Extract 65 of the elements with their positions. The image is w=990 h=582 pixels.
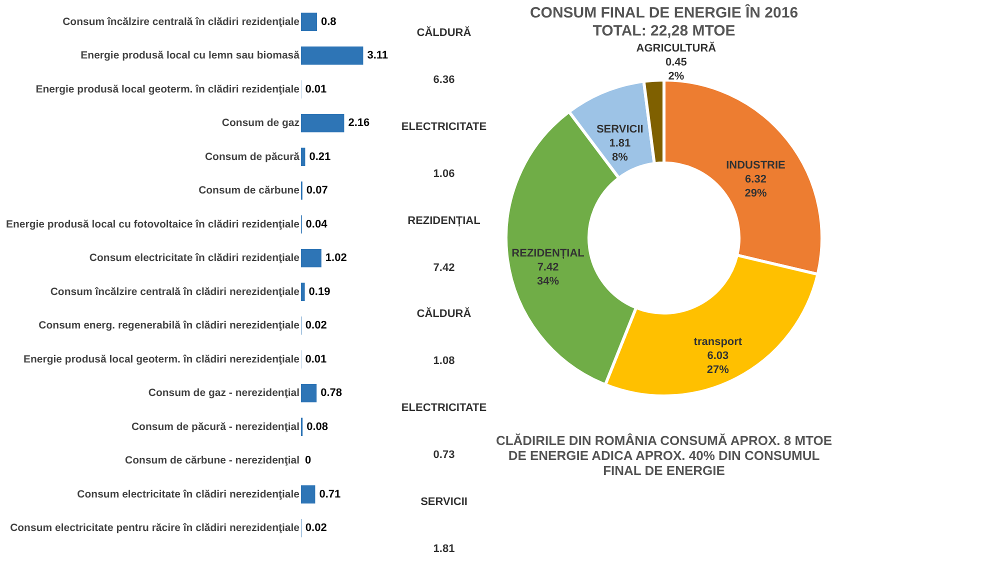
y-tick-label: Consum încălzire centrală în clădiri rezidenţiale — [62, 16, 300, 28]
bar — [301, 12, 317, 31]
slice-label: SERVICII — [596, 124, 644, 136]
y-tick-label: Consum electricitate în clădiri rezidenţiale — [89, 252, 300, 264]
data-label: 0.78 — [320, 387, 342, 400]
text: 1.06 — [432, 168, 456, 180]
data-label: 0.71 — [319, 488, 341, 500]
bar — [301, 249, 322, 268]
bar — [301, 485, 316, 504]
bar — [301, 148, 306, 166]
y-tick-label: Consum de cărbune — [198, 184, 300, 197]
y-tick-label: Consum de gaz - nerezidenţial — [148, 387, 300, 400]
y-tick-label: Consum de cărbune - nerezidenţial — [125, 454, 300, 467]
y-tick-label: Consum de păcură - nerezidenţial — [131, 420, 300, 433]
text: 1.08 — [432, 355, 456, 368]
y-tick-label: Energie produsă local cu lemn sau biomasă — [80, 50, 300, 62]
y-tick-label: Consum electricitate în clădiri nerezidenţiale — [77, 488, 300, 500]
data-label: 7.42 34% — [537, 261, 560, 288]
y-tick-label: Consum de păcură — [204, 150, 300, 163]
slice-label: transport — [694, 336, 742, 348]
data-label: 0.02 — [305, 320, 327, 332]
data-label: 0.01 — [305, 83, 327, 96]
text: REZIDENȚIAL — [406, 214, 482, 227]
data-label: 0.19 — [308, 286, 330, 298]
text: ELECTRICITATE — [400, 402, 488, 414]
text: SERVICII — [420, 496, 468, 508]
y-tick-label: Consum încălzire centrală în clădiri nerezidenţiale — [50, 286, 300, 298]
slice-label: REZIDENȚIAL — [512, 247, 585, 260]
text: 7.42 — [432, 262, 456, 274]
bar — [301, 114, 344, 132]
data-label: 0.01 — [305, 353, 327, 366]
data-label: 0.45 2% — [665, 56, 687, 82]
data-label: 1.02 — [325, 252, 347, 264]
y-tick-label: Consum de gaz — [222, 117, 300, 130]
bar — [301, 384, 317, 402]
y-tick-label: Energie produsă local cu fotovoltaice în clădiri rezidenţiale — [6, 218, 300, 230]
y-tick-label: Consum electricitate pentru răcire în clădiri nerezidenţiale — [10, 522, 300, 534]
text: CLĂDIRILE DIN ROMÂNIA CONSUMĂ APROX. 8 MTOE DE ENERGIE ADICA APROX. 40% DIN CONSUMUL FINAL DE ENERGIE — [494, 433, 834, 478]
bar — [301, 46, 364, 65]
y-tick-label: Energie produsă local geoterm. în clădiri nerezidenţiale — [24, 353, 300, 366]
bar — [301, 282, 305, 301]
data-label: 2.16 — [348, 117, 370, 130]
slice-label: AGRICULTURĂ — [636, 41, 716, 54]
data-label: 6.32 29% — [744, 173, 767, 200]
y-tick-label: Energie produsă local geoterm. în clădiri rezidenţiale — [36, 83, 300, 96]
data-label: 0.04 — [306, 218, 328, 230]
text: ELECTRICITATE — [400, 121, 488, 134]
data-label: 0.08 — [306, 420, 328, 433]
chart-title: CONSUM FINAL DE ENERGIE ÎN 2016 — [530, 3, 798, 22]
data-label: 0 — [305, 454, 312, 467]
text: CĂLDURĂ — [416, 27, 472, 40]
chart-subtitle: TOTAL: 22,28 MTOE — [592, 22, 736, 40]
text: 1.81 — [432, 542, 456, 555]
data-label: 0.21 — [309, 150, 331, 163]
data-label: 3.11 — [367, 50, 388, 62]
data-label: 1.81 8% — [609, 138, 631, 164]
data-label: 6.03 27% — [706, 350, 730, 376]
data-label: 0.02 — [305, 522, 327, 534]
text: 6.36 — [432, 74, 456, 86]
data-label: 0.07 — [306, 184, 328, 197]
y-tick-label: Consum energ. regenerabilă în clădiri nerezidenţiale — [38, 320, 300, 332]
slice-label: INDUSTRIE — [726, 159, 786, 172]
text: 0.73 — [432, 448, 456, 461]
text: CĂLDURĂ — [416, 308, 472, 320]
data-label: 0.8 — [321, 16, 336, 28]
